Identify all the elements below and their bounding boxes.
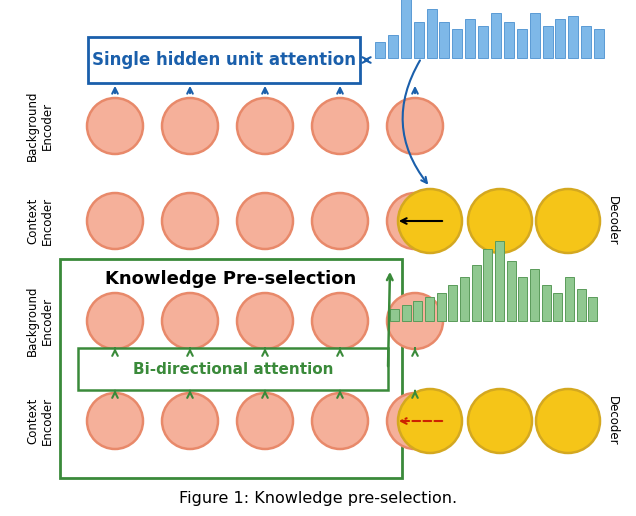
Text: Figure 1: Knowledge pre-selection.: Figure 1: Knowledge pre-selection. — [179, 491, 457, 506]
Circle shape — [87, 193, 143, 249]
Circle shape — [387, 193, 443, 249]
Circle shape — [162, 193, 218, 249]
Bar — [495, 241, 504, 321]
Bar — [577, 289, 586, 321]
Bar — [581, 25, 591, 58]
Bar — [553, 293, 562, 321]
Bar — [569, 16, 578, 58]
Circle shape — [312, 393, 368, 449]
Circle shape — [536, 389, 600, 453]
Bar — [478, 25, 488, 58]
Circle shape — [87, 293, 143, 349]
Bar — [518, 277, 527, 321]
FancyBboxPatch shape — [60, 259, 402, 478]
Circle shape — [162, 293, 218, 349]
Text: Bi-directional attention: Bi-directional attention — [133, 362, 333, 377]
Text: Decoder: Decoder — [605, 196, 618, 246]
Bar — [588, 297, 597, 321]
Bar — [594, 29, 604, 58]
Bar — [460, 277, 469, 321]
Circle shape — [237, 98, 293, 154]
Bar — [452, 29, 462, 58]
Circle shape — [237, 393, 293, 449]
Bar — [530, 12, 540, 58]
Bar — [565, 277, 574, 321]
FancyBboxPatch shape — [88, 37, 360, 83]
Bar — [504, 22, 514, 58]
Text: Decoder: Decoder — [605, 396, 618, 446]
Circle shape — [387, 393, 443, 449]
Circle shape — [162, 393, 218, 449]
Circle shape — [387, 98, 443, 154]
Circle shape — [237, 293, 293, 349]
Bar — [388, 35, 398, 58]
Circle shape — [312, 98, 368, 154]
Bar — [425, 297, 434, 321]
Circle shape — [87, 393, 143, 449]
Bar — [390, 309, 399, 321]
Bar — [517, 29, 527, 58]
Bar — [427, 9, 436, 58]
Text: Knowledge Pre-selection: Knowledge Pre-selection — [106, 270, 357, 288]
Circle shape — [536, 189, 600, 253]
Circle shape — [312, 193, 368, 249]
Bar — [542, 285, 551, 321]
Circle shape — [398, 189, 462, 253]
Text: Single hidden unit attention: Single hidden unit attention — [92, 51, 356, 69]
Text: Context
Encoder: Context Encoder — [26, 397, 54, 445]
Bar — [483, 249, 492, 321]
Bar — [491, 12, 501, 58]
Circle shape — [398, 389, 462, 453]
Bar — [375, 42, 385, 58]
Circle shape — [468, 189, 532, 253]
Bar — [448, 285, 457, 321]
Circle shape — [237, 193, 293, 249]
Text: Background
Encoder: Background Encoder — [26, 91, 54, 161]
FancyBboxPatch shape — [78, 348, 388, 390]
Text: Context
Encoder: Context Encoder — [26, 197, 54, 245]
Circle shape — [312, 293, 368, 349]
Bar — [507, 261, 516, 321]
Bar — [402, 305, 411, 321]
Bar — [401, 0, 411, 58]
Bar — [413, 301, 422, 321]
Circle shape — [87, 98, 143, 154]
Circle shape — [468, 389, 532, 453]
Bar — [437, 293, 446, 321]
Circle shape — [387, 293, 443, 349]
Circle shape — [162, 98, 218, 154]
Bar — [472, 265, 481, 321]
Bar — [439, 22, 450, 58]
Bar — [543, 25, 553, 58]
Bar — [465, 19, 475, 58]
Bar — [555, 19, 565, 58]
Bar — [413, 22, 424, 58]
Text: Background
Encoder: Background Encoder — [26, 286, 54, 356]
Bar — [530, 269, 539, 321]
